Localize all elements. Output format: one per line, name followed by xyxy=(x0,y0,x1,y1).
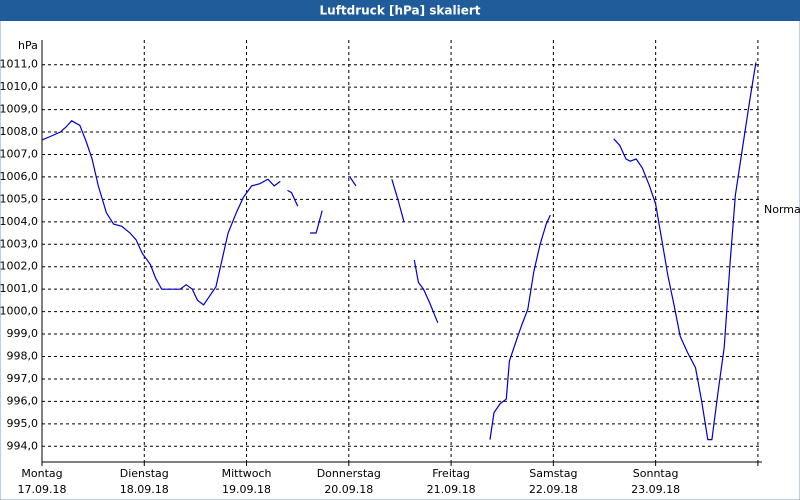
y-tick-label: 1004,0 xyxy=(0,215,38,228)
y-tick-label: 1010,0 xyxy=(0,80,38,93)
x-tick-date: 23.09.18 xyxy=(631,483,680,496)
chart-title: Luftdruck [hPa] skaliert xyxy=(320,4,481,18)
x-tick-label: Freitag xyxy=(432,467,470,480)
x-tick-label: Sonntag xyxy=(633,467,679,480)
x-tick-label: Samstag xyxy=(529,467,577,480)
y-tick-label: 999,0 xyxy=(7,327,39,340)
x-tick-date: 18.09.18 xyxy=(120,483,169,496)
y-tick-label: 1007,0 xyxy=(0,147,38,160)
y-tick-label: 1000,0 xyxy=(0,305,38,318)
y-tick-label: 994,0 xyxy=(7,439,39,452)
x-tick-label: Dienstag xyxy=(120,467,169,480)
y-unit: hPa xyxy=(18,39,38,52)
y-tick-label: 1009,0 xyxy=(0,103,38,116)
y-tick-label: 1001,0 xyxy=(0,282,38,295)
y-tick-label: 998,0 xyxy=(7,350,39,363)
x-tick-label: Mittwoch xyxy=(222,467,272,480)
x-tick-date: 21.09.18 xyxy=(427,483,476,496)
y-tick-label: 1002,0 xyxy=(0,260,38,273)
y-tick-label: 1008,0 xyxy=(0,125,38,138)
y-tick-label: 1005,0 xyxy=(0,192,38,205)
annotation: Normal xyxy=(764,203,800,216)
title-bar xyxy=(0,0,800,21)
x-tick-date: 19.09.18 xyxy=(222,483,271,496)
x-tick-label: Montag xyxy=(21,467,62,480)
y-tick-label: 997,0 xyxy=(7,372,39,385)
y-tick-label: 1006,0 xyxy=(0,170,38,183)
y-tick-label: 995,0 xyxy=(7,417,39,430)
y-tick-label: 1003,0 xyxy=(0,237,38,250)
data-line xyxy=(41,62,757,441)
x-tick-date: 20.09.18 xyxy=(324,483,373,496)
x-tick-date: 22.09.18 xyxy=(529,483,578,496)
y-tick-label: 1011,0 xyxy=(0,58,38,71)
x-tick-label: Donnerstag xyxy=(317,467,381,480)
x-tick-date: 17.09.18 xyxy=(18,483,67,496)
y-tick-label: 996,0 xyxy=(7,394,39,407)
